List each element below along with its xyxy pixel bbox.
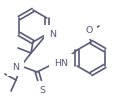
Text: N: N bbox=[49, 30, 56, 39]
Text: S: S bbox=[39, 85, 45, 94]
Text: N: N bbox=[12, 62, 19, 72]
Text: O: O bbox=[85, 26, 93, 35]
Text: HN: HN bbox=[54, 58, 68, 68]
